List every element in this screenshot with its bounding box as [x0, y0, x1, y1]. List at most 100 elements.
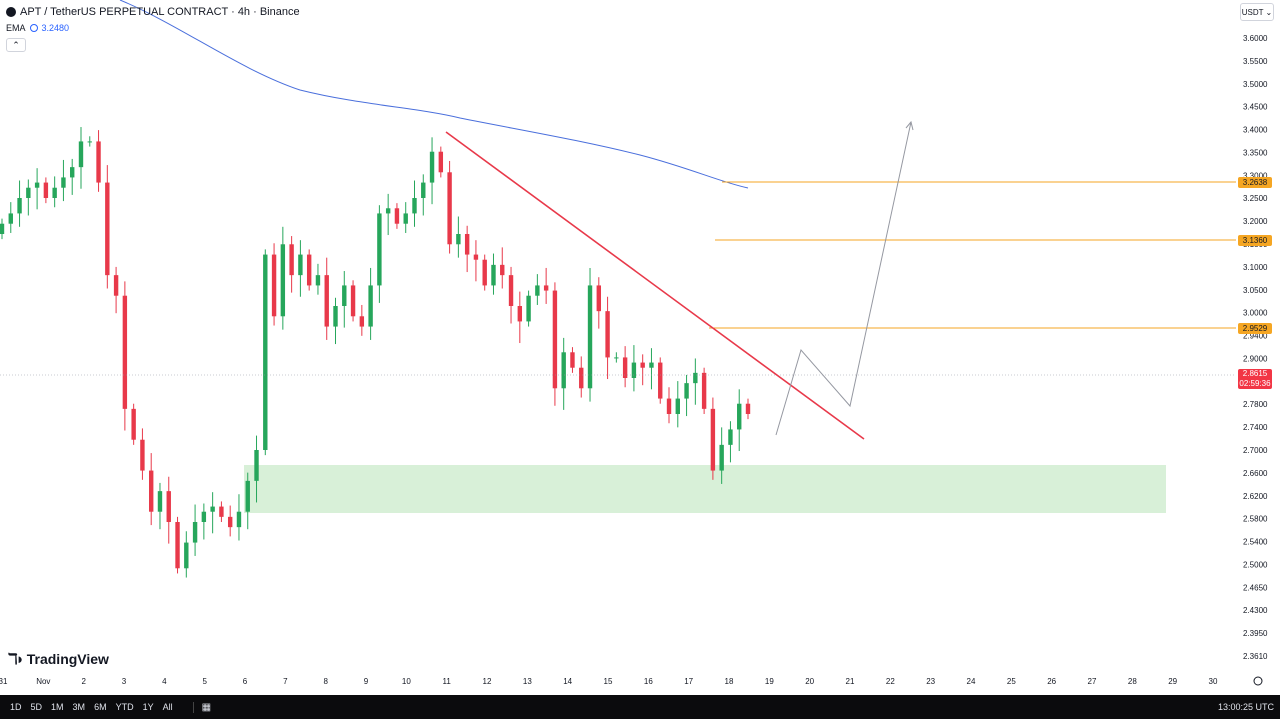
collapse-legend-button[interactable]: ⌃ — [6, 38, 26, 52]
symbol-title[interactable]: APT / TetherUS PERPETUAL CONTRACT · 4h ·… — [20, 6, 300, 18]
chart-area[interactable]: 3.6000 3.5500 3.5000 3.4500 3.4000 3.3500 3.30… — [0, 0, 1280, 695]
level-tag-2: 3.1360 — [1238, 235, 1272, 246]
candle-body — [491, 264, 496, 286]
candle-body — [675, 398, 680, 414]
price-tick-label: 2.6600 — [1243, 469, 1268, 478]
chart-legend: APT / TetherUS PERPETUAL CONTRACT · 4h ·… — [6, 4, 300, 52]
timeframe-6m[interactable]: 6M — [94, 702, 107, 712]
time-tick-label: 27 — [1088, 677, 1097, 686]
currency-selector[interactable]: USDT ⌄ — [1240, 3, 1274, 21]
candle-body — [517, 306, 523, 322]
calendar-icon[interactable]: ▦ — [192, 701, 211, 713]
candle-body — [412, 198, 417, 214]
candles-group — [0, 127, 751, 578]
candle-body — [43, 182, 49, 198]
candle-body — [8, 213, 13, 224]
time-tick-label: 30 — [1209, 677, 1218, 686]
time-axis[interactable]: 31 Nov 2 3 4 5 6 7 8 9 10 11 12 13 14 15 16 17 18 19 20 21 22 2… — [0, 677, 1218, 686]
time-tick-label: 13 — [523, 677, 532, 686]
indicator-value: 3.2480 — [41, 23, 70, 33]
candle-body — [0, 223, 5, 234]
price-tick-label: 3.2000 — [1243, 217, 1268, 226]
time-tick-label: 18 — [725, 677, 734, 686]
candle-body — [587, 285, 593, 389]
price-tick-label: 2.4300 — [1243, 606, 1268, 615]
candle-body — [263, 254, 268, 450]
candle-body — [306, 254, 312, 286]
trendline[interactable] — [445, 131, 865, 440]
candle-body — [96, 141, 101, 183]
projection-path[interactable] — [775, 121, 912, 436]
candle-body — [377, 213, 382, 286]
candle-body — [447, 172, 452, 245]
timeframe-5d[interactable]: 5D — [30, 702, 43, 712]
time-tick-label: 21 — [846, 677, 855, 686]
price-chart[interactable]: 3.6000 3.5500 3.5000 3.4500 3.4000 3.3500 3.30… — [0, 0, 1280, 695]
time-tick-label: 3 — [122, 677, 127, 686]
candle-body — [438, 151, 444, 173]
candle-body — [658, 362, 663, 399]
price-tick-label: 3.3000 — [1243, 171, 1268, 180]
price-tick-label: 2.5800 — [1243, 515, 1268, 524]
candle-body — [403, 213, 408, 224]
candle-body — [236, 511, 242, 528]
candle-body — [61, 177, 66, 188]
candle-body — [105, 182, 110, 276]
time-tick-label: 24 — [967, 677, 976, 686]
candle-body — [526, 295, 531, 322]
candle-body — [166, 491, 171, 522]
candle-body — [34, 182, 40, 188]
candle-body — [605, 311, 610, 358]
candle-body — [508, 275, 514, 306]
indicator-name[interactable]: EMA — [6, 23, 26, 33]
tradingview-logo[interactable]: ℸ◗ TradingView — [8, 650, 109, 668]
candle-body — [631, 362, 637, 378]
time-tick-label: 19 — [765, 677, 774, 686]
price-tick-label: 2.9400 — [1243, 332, 1268, 341]
candle-body — [684, 383, 689, 399]
price-tick-label: 3.3500 — [1243, 148, 1268, 157]
projection-arrowhead — [905, 120, 914, 131]
level-tag-3: 2.9529 — [1238, 323, 1272, 334]
candle-body — [245, 480, 250, 512]
price-tick-label: 3.1000 — [1243, 263, 1268, 272]
timeframe-1y[interactable]: 1Y — [142, 702, 154, 712]
candle-body — [280, 244, 286, 317]
time-tick-label: 2 — [81, 677, 86, 686]
time-tick-label: 9 — [364, 677, 369, 686]
chevron-down-icon: ⌄ — [1265, 7, 1273, 17]
tradingview-icon: ℸ◗ — [8, 651, 25, 668]
time-tick-label: 14 — [563, 677, 572, 686]
candle-body — [219, 506, 224, 517]
price-axis[interactable]: 3.6000 3.5500 3.5000 3.4500 3.4000 3.3500 3.30… — [1243, 34, 1268, 661]
candle-body — [254, 450, 259, 481]
candle-body — [693, 372, 698, 384]
timeframe-3m[interactable]: 3M — [72, 702, 86, 712]
timeframe-1d[interactable]: 1D — [10, 702, 22, 712]
candle-body — [596, 285, 601, 312]
time-tick-label: 16 — [644, 677, 653, 686]
time-tick-label: 5 — [202, 677, 207, 686]
price-tick-label: 3.4000 — [1243, 126, 1268, 135]
timeframe-all[interactable]: All — [162, 702, 173, 712]
utc-clock[interactable]: 13:00:25 UTC — [1217, 702, 1274, 712]
candle-body — [192, 522, 198, 543]
candle-body — [113, 275, 119, 296]
candle-body — [149, 470, 154, 512]
time-tick-label: 15 — [604, 677, 613, 686]
current-price-value: 2.8615 — [1242, 369, 1268, 378]
candle-body — [157, 491, 163, 512]
timeframe-ytd[interactable]: YTD — [115, 702, 134, 712]
candle-body — [140, 439, 145, 471]
time-tick-label: 25 — [1007, 677, 1016, 686]
price-tick-label: 2.5400 — [1243, 538, 1268, 547]
candle-body — [552, 290, 558, 389]
logo-text: TradingView — [26, 651, 109, 667]
time-tick-label: 31 — [0, 677, 8, 686]
candle-body — [184, 542, 189, 569]
settings-icon[interactable] — [1253, 676, 1263, 686]
timeframe-1m[interactable]: 1M — [51, 702, 64, 712]
time-tick-label: 20 — [805, 677, 814, 686]
candle-body — [385, 208, 391, 214]
candle-body — [368, 285, 373, 327]
